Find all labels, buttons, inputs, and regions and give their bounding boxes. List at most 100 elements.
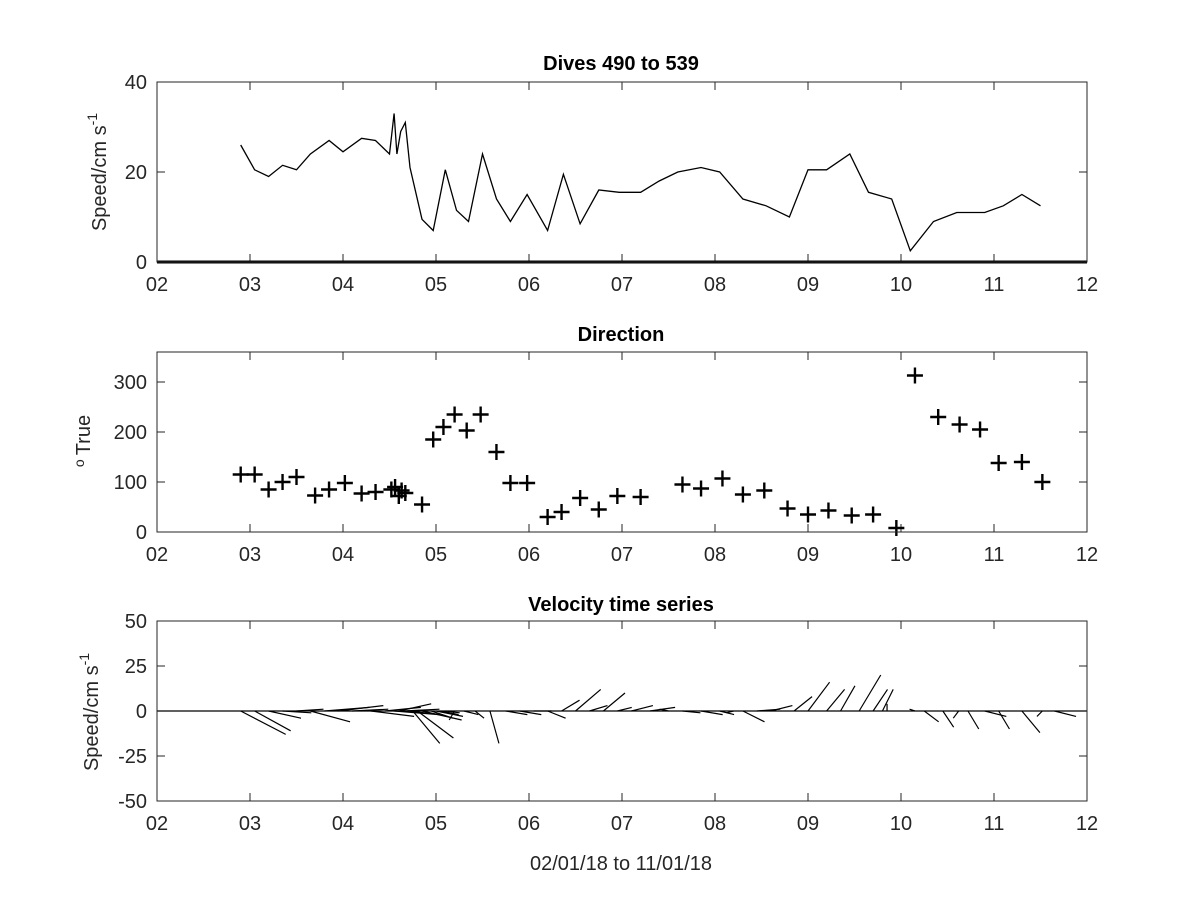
direction-marker — [843, 507, 860, 524]
velocity-vector — [700, 710, 723, 716]
direction-marker — [502, 475, 519, 491]
velocity-vector — [872, 689, 888, 712]
velocity-vector — [296, 708, 324, 712]
x-tick-label: 05 — [425, 274, 447, 296]
x-tick-label: 03 — [239, 544, 261, 566]
velocity-vector — [435, 710, 464, 717]
x-tick-label: 05 — [425, 813, 447, 835]
velocity-vector — [807, 681, 831, 712]
x-tick-label: 02 — [146, 544, 168, 566]
y-tick-label: 50 — [125, 611, 147, 633]
direction-marker — [246, 466, 263, 483]
direction-marker — [393, 482, 410, 499]
velocity-vector — [417, 710, 454, 739]
x-tick-label: 07 — [611, 544, 633, 566]
velocity-vector — [967, 710, 980, 730]
x-tick-label: 11 — [984, 544, 1005, 566]
direction-marker — [888, 520, 905, 536]
velocity-vector — [909, 708, 916, 712]
velocity-vector — [547, 710, 566, 719]
x-tick-label: 03 — [239, 813, 261, 835]
direction-marker — [321, 481, 338, 498]
x-tick-label: 04 — [332, 813, 354, 835]
x-tick-label: 03 — [239, 274, 261, 296]
velocity-vector — [952, 710, 960, 719]
y-tick-label: 0 — [136, 252, 147, 274]
y-tick-label: 0 — [136, 522, 147, 544]
velocity-vector — [603, 692, 626, 712]
direction-marker — [446, 406, 463, 423]
direction-marker — [930, 409, 947, 425]
speed-panel-ticks: 02 03 04 05 06 07 08 09 10 11 12 0 20 40 — [125, 72, 1098, 296]
velocity-panel-axes-box — [156, 620, 1088, 802]
direction-marker — [425, 431, 442, 448]
velocity-vector — [984, 710, 1007, 717]
direction-marker — [632, 489, 649, 505]
direction-marker — [336, 475, 353, 491]
y-tick-label: -25 — [118, 746, 147, 768]
x-tick-label: 11 — [984, 813, 1005, 835]
direction-marker — [951, 416, 968, 433]
direction-marker — [353, 485, 370, 502]
direction-marker — [553, 504, 570, 520]
y-tick-label: 25 — [125, 656, 147, 678]
velocity-vector — [431, 710, 454, 719]
x-tick-label: 12 — [1076, 813, 1098, 835]
direction-marker — [693, 480, 710, 497]
direction-marker — [906, 367, 923, 384]
y-tick-label: 40 — [125, 72, 147, 94]
x-tick-label: 12 — [1076, 544, 1098, 566]
x-tick-label: 06 — [518, 544, 540, 566]
x-tick-label: 05 — [425, 544, 447, 566]
velocity-vector — [268, 710, 302, 719]
x-tick-label: 08 — [704, 813, 726, 835]
velocity-vector — [282, 710, 312, 714]
velocity-vector — [310, 710, 351, 723]
direction-marker — [674, 476, 691, 493]
direction-panel-axes-box — [156, 351, 1088, 533]
y-tick-label: -50 — [118, 791, 147, 813]
velocity-vector — [412, 710, 441, 744]
direction-panel: Direction oTrue 02 03 04 05 06 07 08 09 10 11 12 0 1… — [71, 324, 1098, 566]
x-tick-label: 07 — [611, 813, 633, 835]
velocity-vector — [352, 708, 389, 712]
x-tick-label: 12 — [1076, 274, 1098, 296]
x-tick-label: 10 — [890, 813, 912, 835]
direction-marker — [274, 474, 291, 490]
direction-marker — [865, 506, 882, 523]
velocity-vector — [826, 689, 846, 712]
velocity-vector — [338, 705, 384, 712]
velocity-vector — [726, 710, 734, 714]
direction-marker — [539, 509, 556, 525]
velocity-vector — [881, 689, 894, 712]
velocity-vector — [474, 710, 485, 719]
x-tick-label: 08 — [704, 544, 726, 566]
x-tick-label: 02 — [146, 274, 168, 296]
velocity-vector — [840, 685, 856, 712]
direction-marker — [519, 475, 536, 491]
velocity-vector — [1054, 710, 1077, 717]
direction-panel-ticks: 02 03 04 05 06 07 08 09 10 11 12 0 100 200 300 — [114, 352, 1098, 566]
velocity-vector — [998, 710, 1010, 730]
y-tick-label: 300 — [114, 372, 147, 394]
y-tick-label: 200 — [114, 422, 147, 444]
velocity-vector — [682, 710, 701, 714]
direction-marker — [734, 486, 751, 503]
direction-panel-ylabel: oTrue — [71, 415, 95, 467]
speed-panel-ylabel: Speed/cm s-1 — [84, 113, 111, 231]
direction-marker — [779, 500, 796, 517]
direction-marker — [609, 488, 626, 504]
velocity-vector — [1036, 710, 1043, 717]
direction-marker — [990, 455, 1007, 471]
direction-markers — [232, 367, 1051, 536]
direction-marker — [572, 490, 589, 506]
speed-panel-axes-box — [156, 81, 1088, 263]
direction-marker — [800, 506, 816, 523]
velocity-vector — [505, 710, 528, 716]
speed-panel: Dives 490 to 539 Speed/cm s-1 02 03 04 05 06… — [84, 53, 1098, 296]
velocity-vector — [448, 710, 456, 721]
velocity-vector — [463, 710, 479, 716]
direction-marker — [714, 470, 731, 487]
direction-marker — [260, 481, 277, 498]
